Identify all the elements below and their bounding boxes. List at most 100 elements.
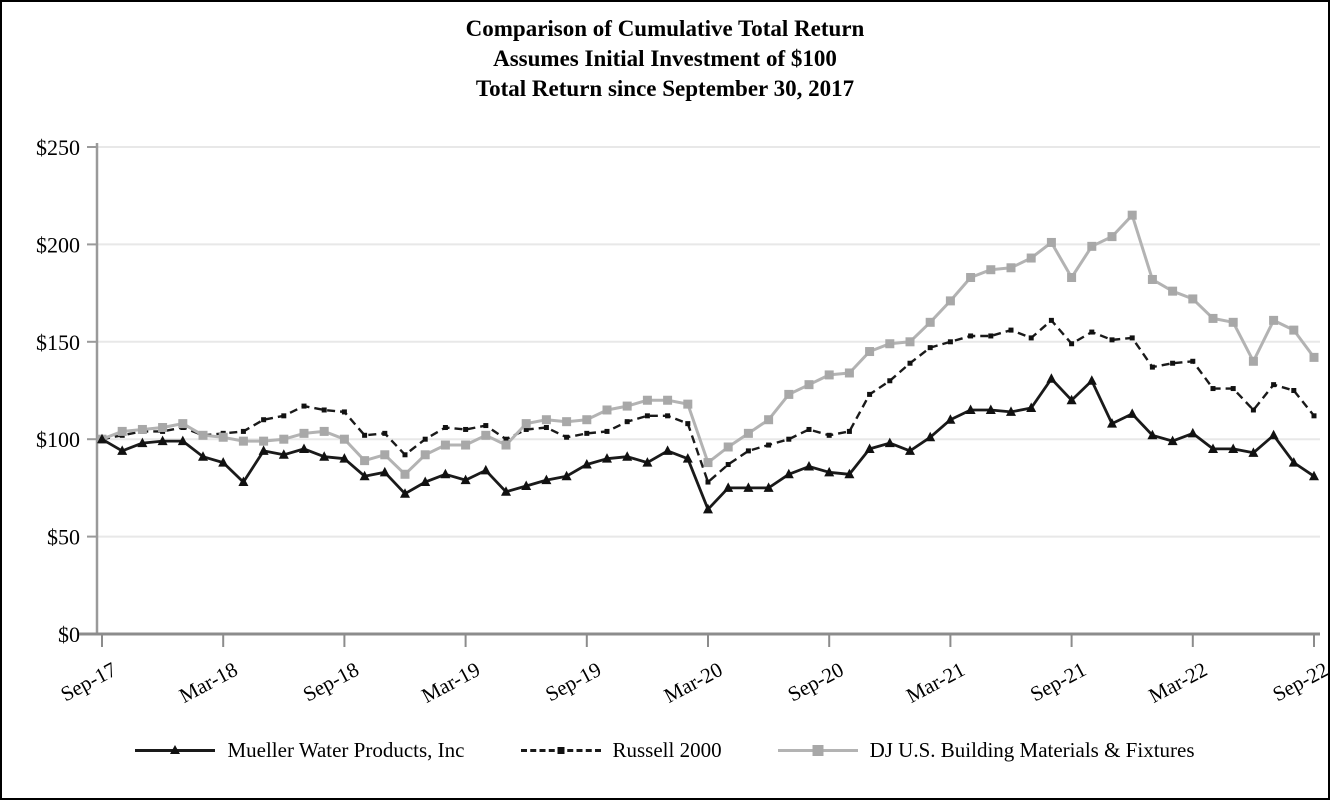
small-square-marker [483,423,489,429]
triangle-marker [783,468,794,479]
triangle-marker [299,443,309,453]
square-marker [339,434,349,444]
square-marker [865,347,875,357]
triangle-marker [359,470,370,481]
x-tick-label: Mar-19 [417,657,484,708]
chart-title-line1: Comparison of Cumulative Total Return [465,16,865,41]
square-marker [380,450,390,460]
square-marker [1188,294,1198,304]
small-square-marker [584,430,590,436]
small-square-marker [644,413,650,419]
legend-label-mueller: Mueller Water Products, Inc [227,738,465,762]
triangle-marker [541,474,552,485]
triangle-marker [1066,394,1077,405]
x-tick-label: Mar-20 [660,657,727,708]
small-square-marker [341,409,347,415]
square-marker [319,426,329,436]
triangle-marker [339,453,350,463]
legend-item-russell: Russell 2000 [520,738,722,763]
triangle-marker [965,404,976,414]
square-marker [622,401,632,411]
small-square-marker [604,428,610,434]
small-square-marker [362,432,368,438]
triangle-marker [137,437,148,448]
square-marker [541,415,551,425]
small-square-marker [806,426,812,432]
x-tick-label: Sep-18 [299,657,363,706]
small-square-marker [1069,341,1075,347]
x-tick-label: Sep-19 [541,657,605,706]
triangle-marker [460,474,471,485]
legend-item-mueller: Mueller Water Products, Inc [135,738,465,763]
square-marker [501,440,511,450]
y-tick-label: $250 [36,135,80,160]
square-marker [1248,356,1258,366]
small-square-marker [523,426,529,432]
triangle-marker [400,488,410,498]
small-square-marker [402,452,408,458]
square-marker [1067,273,1077,283]
square-marker [642,395,652,405]
y-tick-label: $0 [58,622,80,647]
triangle-marker [581,459,592,469]
square-marker [198,430,208,440]
small-square-marker [745,448,751,454]
small-square-marker [463,426,469,432]
small-square-marker [867,391,873,397]
square-marker [1006,263,1016,273]
triangle-marker [319,451,330,461]
square-marker [360,456,370,466]
chart-title-line2: Assumes Initial Investment of $100 [493,46,837,71]
square-marker [885,339,895,349]
triangle-marker [1147,429,1158,440]
square-marker [1208,313,1218,323]
square-marker [1147,274,1157,284]
small-square-marker [1089,329,1095,335]
small-square-marker [725,462,731,468]
triangle-marker [602,453,612,463]
triangle-marker [763,482,774,492]
triangle-marker [844,468,855,479]
square-marker [562,417,572,427]
small-square-marker [1129,335,1135,341]
small-square-marker [503,436,509,442]
small-square-marker [1230,386,1236,392]
triangle-marker [157,435,168,446]
triangle-marker [501,486,511,496]
square-marker [1026,253,1036,263]
square-marker [804,380,814,390]
triangle-marker [743,482,754,492]
square-marker [743,428,753,438]
x-tick-label: Sep-17 [57,657,121,706]
square-marker [158,423,168,433]
small-square-marker [261,417,267,423]
triangle-marker [198,451,208,461]
small-square-marker [624,419,630,425]
small-square-marker [1271,382,1277,388]
small-square-marker-icon [557,747,564,754]
square-marker [966,273,976,283]
triangle-marker [561,470,572,481]
square-marker [420,450,430,460]
triangle-marker [1127,408,1138,418]
chart-legend: Mueller Water Products, Inc Russell 2000… [2,738,1328,763]
small-square-marker [1028,335,1034,341]
square-marker [1046,237,1056,247]
y-tick-label: $50 [47,525,80,550]
small-square-marker [442,425,448,431]
small-square-marker [564,434,570,440]
triangle-marker [662,445,673,455]
triangle-marker [985,404,996,414]
chart-title: Comparison of Cumulative Total Return As… [2,14,1328,104]
square-marker [1228,317,1238,327]
triangle-marker [1006,406,1016,416]
triangle-marker [1309,470,1319,481]
x-tick-label: Sep-20 [784,657,848,706]
triangle-marker [622,451,633,461]
small-square-marker [301,403,307,409]
square-marker [461,440,471,450]
triangle-marker [804,460,814,471]
series-line-mueller [101,377,1315,511]
